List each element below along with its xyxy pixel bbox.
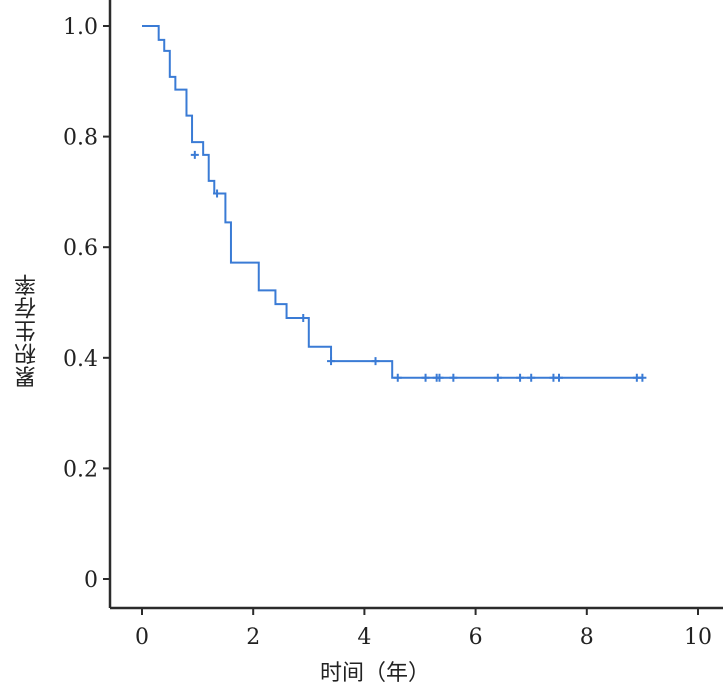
censor-mark <box>371 357 380 366</box>
y-tick-label: 1.0 <box>63 15 98 40</box>
censor-mark <box>213 189 222 198</box>
censor-mark <box>527 373 536 382</box>
y-tick-label: 0.4 <box>63 347 98 372</box>
censor-mark <box>299 313 308 322</box>
x-tick-label: 6 <box>469 625 483 650</box>
x-tick-label: 8 <box>580 625 594 650</box>
y-tick-label: 0.6 <box>63 236 98 261</box>
censor-mark <box>393 373 402 382</box>
x-tick-label: 2 <box>246 625 260 650</box>
censor-mark <box>190 150 199 159</box>
censor-mark <box>327 357 336 366</box>
censor-mark <box>421 373 430 382</box>
censor-mark <box>516 373 525 382</box>
censor-mark <box>435 373 444 382</box>
censor-mark <box>493 373 502 382</box>
y-axis-label-text: 累积生存率 <box>15 272 40 388</box>
x-tick-label: 10 <box>684 625 712 650</box>
y-tick-label: 0.2 <box>63 457 98 482</box>
y-tick-label: 0 <box>84 568 98 593</box>
censor-mark <box>638 373 647 382</box>
censor-mark <box>555 373 563 382</box>
x-tick-label: 4 <box>357 625 371 650</box>
x-axis-label: 时间（年） <box>319 661 430 686</box>
y-tick-label: 0.8 <box>63 126 98 151</box>
y-axis-label: 累积生存率 <box>8 220 48 440</box>
survival-curve <box>142 25 643 379</box>
censor-mark <box>449 373 458 382</box>
x-tick-label: 0 <box>135 625 149 650</box>
